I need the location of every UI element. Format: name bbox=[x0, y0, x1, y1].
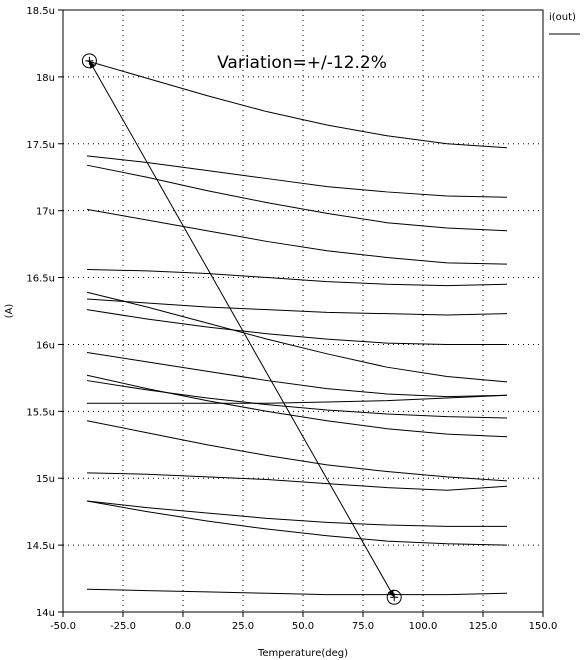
x-axis-title: Temperature(deg) bbox=[257, 648, 348, 659]
x-tick-label: 0.0 bbox=[175, 621, 191, 632]
x-tick-label: -50.0 bbox=[50, 621, 76, 632]
series-line bbox=[86, 309, 507, 345]
y-tick-label: 15.5u bbox=[26, 407, 55, 418]
series-line bbox=[86, 500, 507, 527]
y-tick-label: 18.5u bbox=[26, 6, 55, 17]
markers bbox=[81, 53, 402, 605]
series-line bbox=[86, 208, 508, 265]
y-tick-label: 18u bbox=[36, 73, 55, 84]
series-line bbox=[86, 60, 508, 149]
series-line bbox=[86, 374, 508, 438]
series-line bbox=[86, 380, 508, 419]
variation-annotation: Variation=+/-12.2% bbox=[217, 53, 387, 73]
y-axis-title: (A) bbox=[4, 304, 15, 319]
marker-circle bbox=[81, 53, 97, 69]
x-tick-label: -25.0 bbox=[110, 621, 136, 632]
x-tick-label: 125.0 bbox=[469, 621, 498, 632]
y-tick-label: 17u bbox=[36, 207, 55, 218]
series-line bbox=[86, 155, 508, 198]
variation-line bbox=[88, 60, 395, 598]
series-line bbox=[86, 420, 508, 482]
marker-circle bbox=[386, 589, 402, 605]
series-line bbox=[86, 298, 508, 316]
series-line bbox=[86, 472, 508, 491]
series-line bbox=[86, 500, 508, 546]
y-tick-label: 14u bbox=[36, 608, 55, 619]
y-tick-label: 15u bbox=[36, 474, 55, 485]
series-line bbox=[86, 588, 508, 596]
series-line bbox=[87, 394, 508, 404]
y-tick-label: 14.5u bbox=[26, 541, 55, 552]
y-axis: 14u 14.5u 15u 15.5u 16u 16.5u 17u 17.5u 18u 18.5u bbox=[26, 6, 63, 619]
x-tick-label: 150.0 bbox=[529, 621, 558, 632]
series-line bbox=[86, 269, 508, 287]
legend-label: i(out) bbox=[549, 12, 576, 23]
y-tick-label: 16.5u bbox=[26, 274, 55, 285]
y-tick-label: 16u bbox=[36, 340, 55, 351]
series-layer bbox=[86, 60, 508, 596]
x-tick-label: 100.0 bbox=[409, 621, 438, 632]
y-tick-label: 17.5u bbox=[26, 140, 55, 151]
x-tick-label: 75.0 bbox=[352, 621, 374, 632]
arrowhead-start bbox=[89, 60, 96, 69]
series-line bbox=[86, 291, 508, 383]
series-line bbox=[86, 351, 508, 398]
x-axis: -50.0 -25.0 0.0 25.0 50.0 75.0 100.0 125.0 150.0 bbox=[50, 612, 557, 632]
arrowhead-end bbox=[387, 589, 395, 598]
x-tick-label: 50.0 bbox=[292, 621, 314, 632]
x-tick-label: 25.0 bbox=[232, 621, 254, 632]
